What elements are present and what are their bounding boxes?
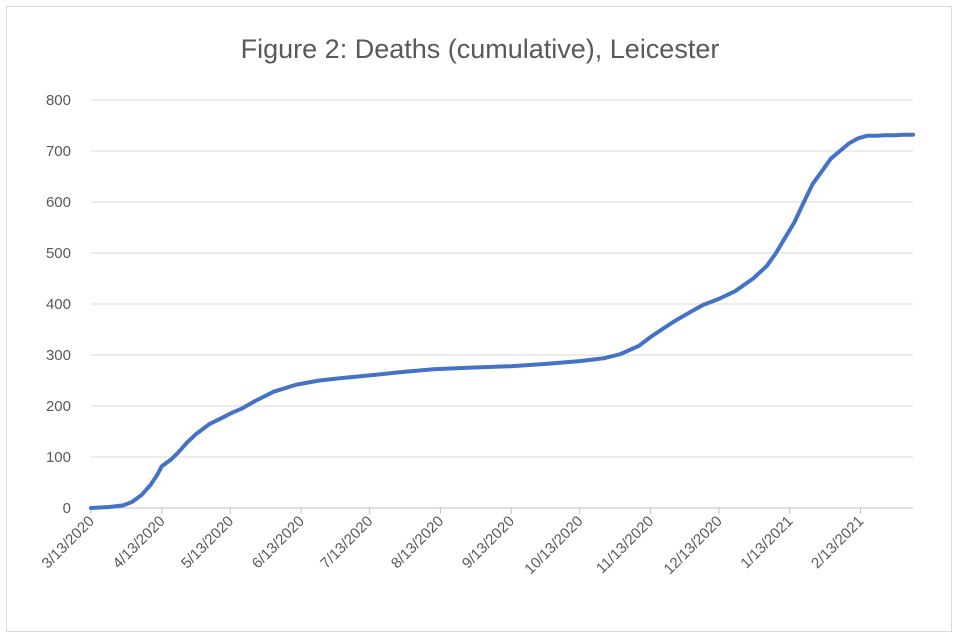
series-line-1 bbox=[89, 132, 915, 510]
x-tick-label: 3/13/2020 bbox=[39, 513, 98, 572]
y-tick-label: 800 bbox=[46, 92, 71, 109]
x-tick-label: 10/13/2020 bbox=[521, 513, 586, 578]
y-tick-label: 400 bbox=[46, 296, 71, 313]
x-axis-tick-labels: 3/13/2020 4/13/2020 5/13/2020 6/13/2020 7/13… bbox=[39, 508, 867, 578]
y-tick-label: 100 bbox=[46, 449, 71, 466]
x-tick-label: 6/13/2020 bbox=[249, 513, 308, 572]
x-tick-label: 4/13/2020 bbox=[109, 513, 168, 572]
y-tick-label: 700 bbox=[46, 143, 71, 160]
series-layer bbox=[89, 132, 915, 510]
x-tick-label: 1/13/2021 bbox=[737, 513, 796, 572]
y-tick-label: 600 bbox=[46, 194, 71, 211]
y-tick-label: 300 bbox=[46, 347, 71, 364]
y-tick-label: 0 bbox=[63, 500, 71, 517]
gridlines bbox=[91, 99, 913, 458]
x-tick-label: 9/13/2020 bbox=[459, 513, 518, 572]
y-axis-tick-labels: 0 100 200 300 400 500 600 700 800 bbox=[46, 92, 71, 517]
chart-canvas: Figure 2: Deaths (cumulative), Leicester… bbox=[39, 34, 915, 578]
x-tick-label: 2/13/2021 bbox=[808, 513, 867, 572]
y-tick-label: 500 bbox=[46, 245, 71, 262]
chart-frame: Figure 2: Deaths (cumulative), Leicester… bbox=[6, 6, 952, 632]
x-tick-label: 7/13/2020 bbox=[317, 513, 376, 572]
chart-title: Figure 2: Deaths (cumulative), Leicester bbox=[241, 34, 720, 64]
x-tick-label: 5/13/2020 bbox=[178, 513, 237, 572]
y-tick-label: 200 bbox=[46, 398, 71, 415]
x-tick-label: 11/13/2020 bbox=[593, 513, 657, 577]
x-tick-label: 8/13/2020 bbox=[388, 513, 447, 572]
x-tick-label: 12/13/2020 bbox=[661, 513, 726, 578]
